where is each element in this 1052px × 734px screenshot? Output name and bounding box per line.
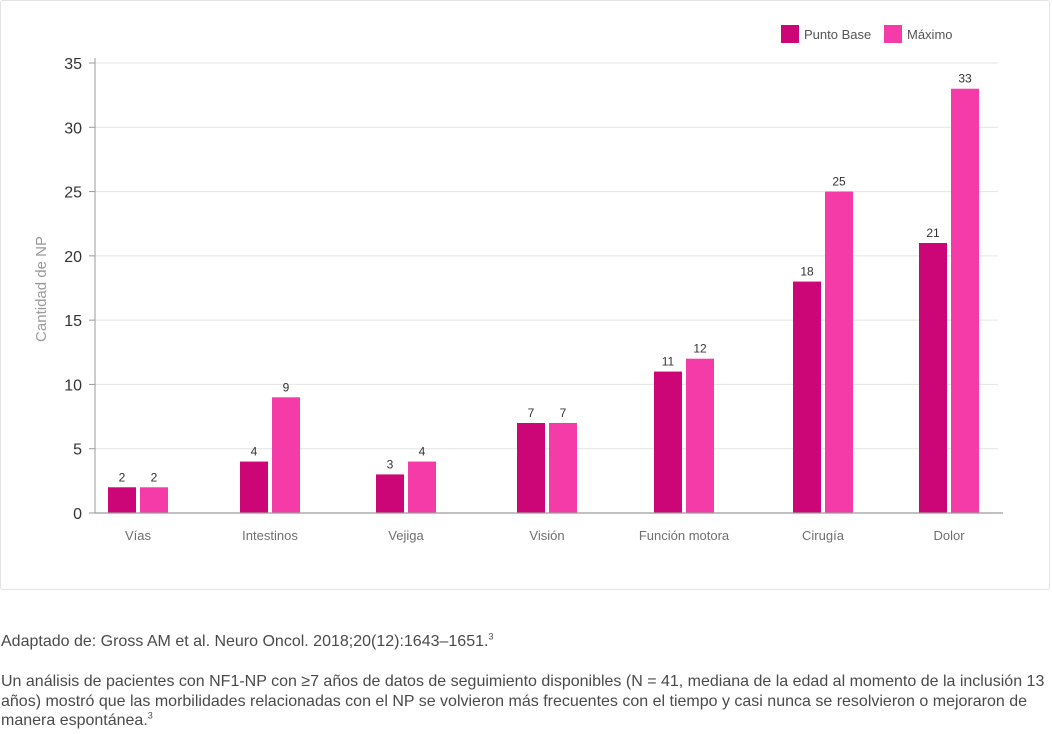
y-tick-label: 10 [64,377,82,394]
bar-maximo [951,88,979,513]
bar-maximo [272,397,300,513]
y-tick-label: 35 [64,56,82,73]
x-tick-label: Intestinos [242,528,298,543]
legend-label: Punto Base [804,27,871,42]
bar-maximo [825,191,853,514]
data-label: 2 [151,470,158,484]
x-tick-label: Dolor [933,528,965,543]
bar-chart: 0 5 10 15 20 25 30 35 Cantidad de NP 2 2 Vías 4 9 Inte… [33,25,1003,543]
x-tick-label: Vías [125,528,152,543]
y-axis-title: Cantidad de NP [33,236,50,342]
source-text: Adaptado de: Gross AM et al. Neuro Oncol… [1,633,489,650]
legend-label: Máximo [907,27,953,42]
data-label: 4 [251,445,258,459]
bar-punto-base [517,423,545,513]
bar-punto-base [108,487,136,513]
bar-maximo [549,423,577,513]
y-tick-label: 15 [64,313,82,330]
y-tick-label: 5 [73,442,82,459]
source-citation: Adaptado de: Gross AM et al. Neuro Oncol… [1,632,493,652]
x-tick-label: Función motora [639,528,730,543]
data-label: 11 [662,355,675,369]
data-label: 18 [800,265,814,279]
bar-punto-base [376,474,404,513]
bar-punto-base [793,281,821,513]
data-label: 21 [926,226,940,240]
x-tick-label: Visión [529,528,564,543]
bar-punto-base [919,243,947,513]
bar-punto-base [240,461,268,513]
bar-maximo [686,358,714,513]
bar-maximo [408,461,436,513]
chart-description: Un análisis de pacientes con NF1-NP con … [1,672,1046,731]
source-reference: 3 [488,631,494,642]
bar-maximo [140,487,168,513]
bar-punto-base [654,371,682,513]
data-label: 9 [283,380,290,394]
x-tick-label: Cirugía [802,528,845,543]
data-label: 7 [560,406,567,420]
data-label: 33 [958,72,972,86]
legend-swatch [884,25,902,43]
y-tick-label: 20 [64,249,82,266]
data-label: 2 [119,470,126,484]
y-tick-label: 25 [64,185,82,202]
y-tick-label: 30 [64,120,82,137]
y-tick-label: 0 [73,506,82,523]
data-label: 12 [693,342,707,356]
data-label: 7 [528,406,535,420]
x-tick-label: Vejiga [388,528,424,543]
description-reference: 3 [147,710,153,721]
data-label: 25 [832,175,846,189]
data-label: 3 [387,457,394,471]
description-text: Un análisis de pacientes con NF1-NP con … [1,673,1045,729]
legend-swatch [781,25,799,43]
data-label: 4 [419,445,426,459]
